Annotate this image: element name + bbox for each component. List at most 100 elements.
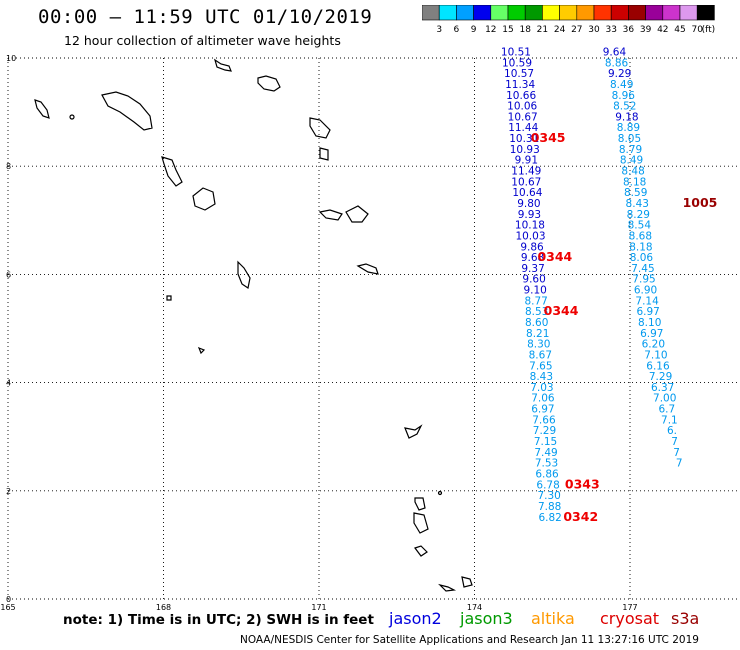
- s3a-data-label: 8.29: [627, 209, 650, 221]
- s3a-data-label: 9.29: [608, 68, 631, 80]
- color-scale-tick: 39: [640, 25, 652, 35]
- s3a-data-label: 8.18: [623, 176, 646, 188]
- jason2-data-label: 10.66: [506, 90, 536, 102]
- x-tick-label: 171: [311, 603, 326, 612]
- jason2-data-label: 9.10: [523, 285, 546, 297]
- s3a-data-label: 6.16: [646, 360, 670, 372]
- jason2-data-label: 10.18: [515, 220, 545, 232]
- s3a-data-label: 9.18: [615, 111, 638, 123]
- jason2-data-label: 9.68: [521, 252, 544, 264]
- s3a-data-label: 7: [676, 458, 683, 470]
- s3a-data-label: 7.00: [653, 393, 676, 405]
- legend-item-jason3: jason3: [460, 609, 513, 628]
- legend-item-jason2: jason2: [389, 609, 442, 628]
- color-scale-tick: 42: [657, 25, 668, 35]
- color-scale-tick: 12: [485, 25, 496, 35]
- s3a-data-label: 8.86: [605, 57, 629, 69]
- jason2-data-label: 8.53: [525, 306, 548, 318]
- y-tick-label: 0: [6, 595, 11, 604]
- s3a-data-label: 8.48: [621, 166, 644, 178]
- y-tick-label: 6: [6, 270, 11, 279]
- jason2-data-label: 7.15: [534, 436, 557, 448]
- x-tick-label: 174: [467, 603, 482, 612]
- jason2-data-label: 6.82: [538, 512, 561, 524]
- cryosat-data-label: 0345: [531, 130, 566, 145]
- jason2-data-label: 8.67: [529, 349, 552, 361]
- axis-ticks: 0 2 4 6 8 10 165 168 171 174 177: [0, 54, 637, 612]
- s3a-data-label: 8.49: [610, 79, 633, 91]
- s3a-data-label: 6.97: [640, 328, 663, 340]
- s3a-data-label: 6.97: [636, 306, 659, 318]
- color-scale-tick: 33: [605, 25, 616, 35]
- s3a-data-label: 8.96: [612, 90, 636, 102]
- s3a-data-label: 6.7: [658, 404, 675, 416]
- footnote: note: 1) Time is in UTC; 2) SWH is in fe…: [63, 612, 374, 628]
- jason2-data-label: 10.67: [508, 111, 538, 123]
- jason2-data-label: 10.03: [515, 230, 545, 242]
- jason2-data-label: 11.34: [505, 79, 535, 91]
- x-tick-label: 177: [622, 603, 637, 612]
- color-scale-tick: 18: [519, 25, 531, 35]
- s3a-data-label: 7.45: [631, 263, 654, 275]
- jason2-data-label: 9.80: [517, 198, 540, 210]
- color-scale-legend: 3 6 9 12 15 18 21 24 27 30 33 36 39 42 45 70(ft): [422, 5, 715, 35]
- color-scale-tick: 21: [537, 25, 548, 35]
- jason2-data-label: 7.66: [532, 414, 556, 426]
- jason2-data-label: 11.44: [508, 122, 538, 134]
- x-tick-label: 168: [156, 603, 171, 612]
- jason2-data-label: 9.93: [518, 209, 541, 221]
- y-tick-label: 8: [6, 162, 11, 171]
- jason2-data-label: 8.77: [524, 295, 547, 307]
- chart-subtitle: 12 hour collection of altimeter wave hei…: [64, 33, 341, 48]
- jason2-data-label: 9.91: [515, 155, 538, 167]
- jason2-data-label: 9.37: [521, 263, 544, 275]
- jason2-data-label: 10.59: [502, 57, 532, 69]
- jason2-data-label: 10.57: [504, 68, 534, 80]
- jason2-data-label: 10.64: [512, 187, 542, 199]
- s3a-data-label: 7.1: [661, 414, 678, 426]
- s3a-data-label: 9.64: [603, 47, 627, 59]
- jason2-data-label: 11.49: [511, 166, 541, 178]
- cryosat-data-label: 1005: [683, 195, 718, 210]
- jason2-data-label: 8.43: [530, 371, 553, 383]
- color-scale-tick: 27: [571, 25, 582, 35]
- s3a-data-label: 8.10: [638, 317, 661, 329]
- jason2-data-label: 8.60: [525, 317, 548, 329]
- s3a-data-label: 8.52: [613, 101, 636, 113]
- s3a-data-label: 8.49: [620, 155, 643, 167]
- s3a-data-label: 6.37: [651, 382, 674, 394]
- jason2-data-label: 6.78: [536, 479, 559, 491]
- s3a-data-label: 8.05: [618, 133, 641, 145]
- s3a-data-label: 6.: [667, 425, 677, 437]
- s3a-data-label: 8.18: [629, 241, 652, 253]
- cryosat-data-label: 0344: [537, 249, 572, 264]
- color-scale-tick: 3: [436, 25, 442, 35]
- jason2-data-label: 7.49: [534, 447, 557, 459]
- s3a-data-label: 8.79: [619, 144, 642, 156]
- color-scale-tick: 9: [471, 25, 477, 35]
- jason2-data-label: 7.06: [531, 393, 555, 405]
- jason2-data-label: 7.30: [537, 490, 560, 502]
- jason2-data-label: 10.06: [507, 101, 537, 113]
- jason2-data-label: 10.51: [501, 47, 531, 59]
- jason2-data-label: 7.88: [538, 501, 561, 513]
- color-scale-tick: 45: [674, 25, 685, 35]
- s3a-data-label: 6.20: [642, 339, 665, 351]
- s3a-data-label: 7: [673, 447, 680, 459]
- x-tick-label: 165: [0, 603, 15, 612]
- s3a-data-label: 7.95: [632, 274, 655, 286]
- cryosat-data-label: 0343: [565, 476, 600, 491]
- jason2-data-label: 6.86: [535, 468, 559, 480]
- jason2-data-label: 10.67: [511, 176, 541, 188]
- y-tick-label: 2: [6, 487, 11, 496]
- jason2-data-label: 7.03: [530, 382, 553, 394]
- jason2-data-label: 9.60: [522, 274, 545, 286]
- s3a-data-label: 7.14: [635, 295, 659, 307]
- s3a-data-label: 8.43: [626, 198, 649, 210]
- s3a-data-label: 8.59: [624, 187, 647, 199]
- jason2-data-label: 8.30: [527, 339, 550, 351]
- color-scale-tick: 15: [502, 25, 513, 35]
- s3a-data-label: 7: [671, 436, 678, 448]
- legend-item-altika: altika: [531, 609, 575, 628]
